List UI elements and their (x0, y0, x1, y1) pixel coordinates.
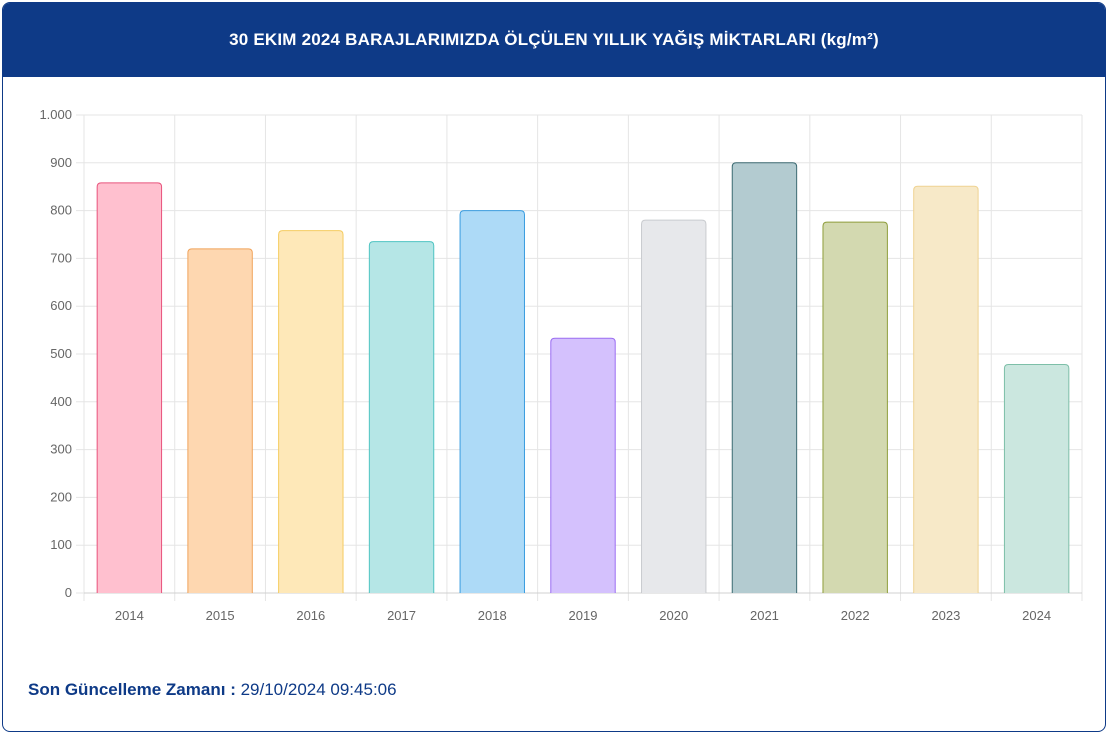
y-tick-label: 100 (50, 537, 72, 552)
bar-2023 (913, 185, 979, 593)
y-tick-label: 800 (50, 203, 72, 218)
last-updated-label: Son Güncelleme Zamanı (28, 680, 226, 699)
bar-2022 (822, 221, 888, 593)
bar-2016 (278, 230, 344, 593)
bar-2017 (368, 241, 435, 593)
chart-title: 30 EKIM 2024 BARAJLARIMIZDA ÖLÇÜLEN YILL… (229, 30, 879, 49)
bar-2014 (96, 182, 163, 593)
bar-2020 (641, 219, 707, 593)
bar-2021 (731, 162, 798, 593)
x-tick-label: 2016 (296, 608, 325, 623)
last-updated-separator: : (230, 680, 236, 699)
y-tick-label: 900 (50, 155, 72, 170)
x-tick-label: 2018 (478, 608, 507, 623)
y-tick-label: 500 (50, 346, 72, 361)
bar-chart: 0 100 200 300 400 500 600 700 800 900 1.000 2014 201… (39, 107, 1083, 623)
last-updated: Son Güncelleme Zamanı : 29/10/2024 09:45… (28, 680, 397, 700)
x-tick-label: 2015 (206, 608, 235, 623)
x-tick-label: 2020 (659, 608, 688, 623)
y-tick-label: 700 (50, 250, 72, 265)
x-tick-label: 2023 (931, 608, 960, 623)
last-updated-value: 29/10/2024 09:45:06 (240, 680, 397, 699)
y-tick-label: 600 (50, 298, 72, 313)
bar-2015 (187, 248, 253, 593)
x-tick-label: 2024 (1022, 608, 1051, 623)
y-tick-label: 300 (50, 442, 72, 457)
bar-2018 (459, 210, 525, 593)
x-tick-label: 2017 (387, 608, 416, 623)
bar-2024 (1003, 364, 1070, 593)
card-header: 30 EKIM 2024 BARAJLARIMIZDA ÖLÇÜLEN YILL… (3, 3, 1105, 77)
x-tick-label: 2014 (115, 608, 144, 623)
y-tick-label: 400 (50, 394, 72, 409)
bar-2019 (550, 337, 616, 593)
x-tick-label: 2022 (841, 608, 870, 623)
y-tick-label: 200 (50, 489, 72, 504)
y-tick-label: 1.000 (39, 107, 72, 122)
y-tick-label: 0 (65, 585, 72, 600)
x-tick-label: 2019 (569, 608, 598, 623)
x-tick-label: 2021 (750, 608, 779, 623)
